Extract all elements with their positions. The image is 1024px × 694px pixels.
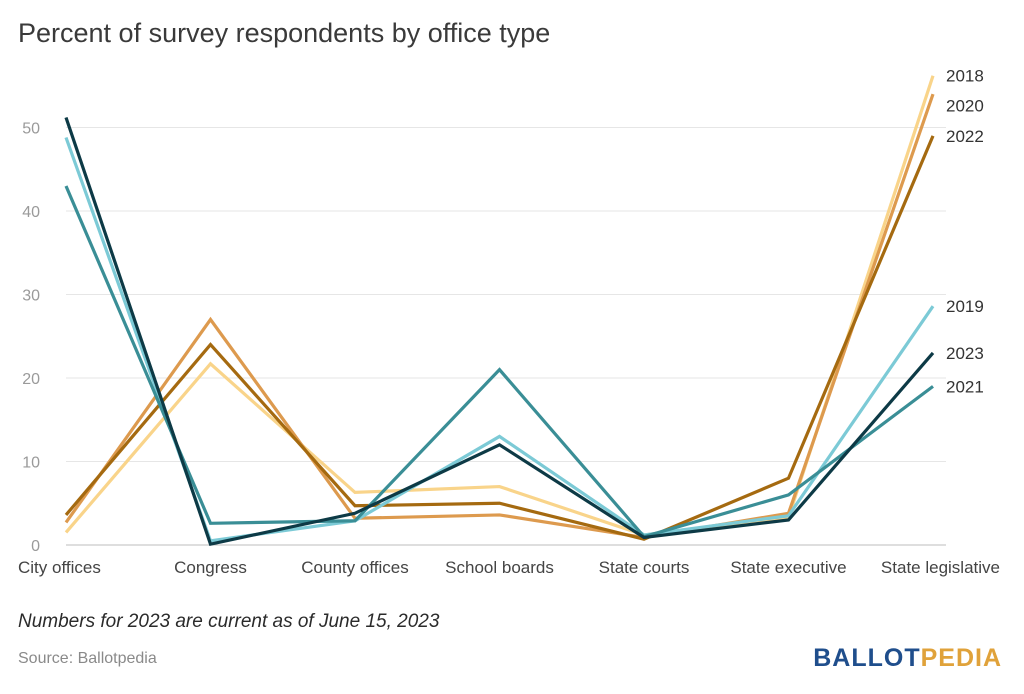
series-lines (64, 75, 935, 547)
y-axis-ticks: 0 10 20 30 40 50 (22, 121, 40, 556)
logo-pedia: PEDIA (920, 644, 1002, 672)
x-tick-label: County offices (301, 558, 408, 577)
series-line-2022[interactable] (64, 135, 935, 541)
x-tick-label: School boards (445, 558, 554, 577)
x-tick-label: Congress (174, 558, 247, 577)
series-labels: 2018 2020 2022 2019 2023 2021 (946, 67, 984, 397)
y-tick-label: 40 (22, 204, 40, 221)
chart-title: Percent of survey respondents by office … (18, 18, 551, 48)
y-tick-label: 10 (22, 455, 40, 472)
logo-ballot: BALLOT (813, 644, 921, 672)
series-label-2019: 2019 (946, 297, 984, 316)
x-tick-label: State executive (730, 558, 846, 577)
x-tick-label: City offices (18, 558, 101, 577)
series-label-2018: 2018 (946, 67, 984, 86)
series-label-2020: 2020 (946, 97, 984, 116)
series-label-2023: 2023 (946, 344, 984, 363)
ballotpedia-logo[interactable]: BALLOTPEDIA (813, 644, 1002, 673)
series-line-2021[interactable] (64, 185, 934, 539)
line-chart: 0 10 20 30 40 50 City offices Congress County o… (18, 67, 1000, 577)
y-tick-label: 50 (22, 121, 40, 138)
x-tick-label: State courts (599, 558, 690, 577)
x-axis-ticks: City offices Congress County offices School… (18, 558, 1000, 577)
source-text: Source: Ballotpedia (18, 650, 157, 667)
x-tick-label: State legislative (881, 558, 1000, 577)
series-label-2021: 2021 (946, 377, 984, 396)
series-label-2022: 2022 (946, 127, 984, 146)
y-tick-label: 30 (22, 288, 40, 305)
footnote: Numbers for 2023 are current as of June … (18, 611, 440, 632)
series-line-2020[interactable] (64, 93, 935, 540)
series-line-2018[interactable] (64, 75, 935, 537)
y-tick-label: 0 (31, 538, 40, 555)
y-tick-label: 20 (22, 371, 40, 388)
series-line-2023[interactable] (64, 116, 935, 547)
